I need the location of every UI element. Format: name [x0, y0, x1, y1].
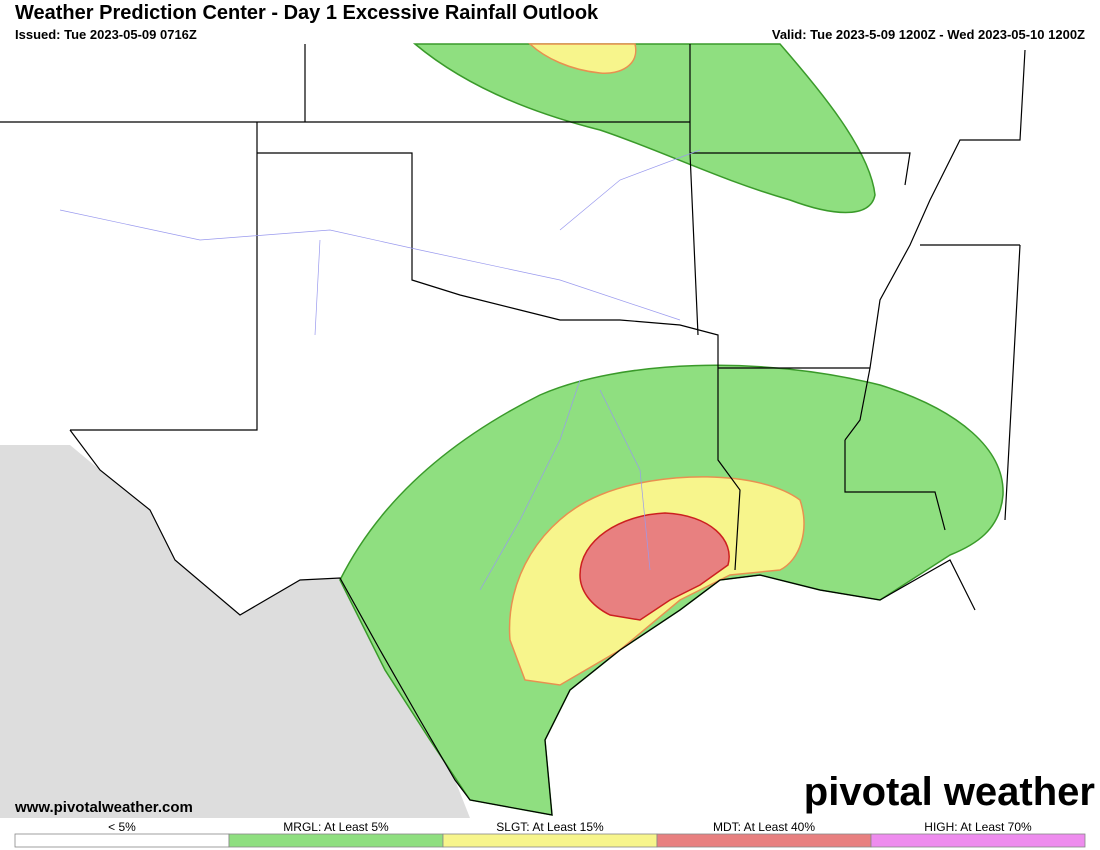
legend-swatch: [228, 833, 444, 848]
legend-label: MDT: At Least 40%: [713, 820, 815, 834]
rivers: [59, 149, 701, 591]
legend-label: MRGL: At Least 5%: [283, 820, 389, 834]
legend-swatch: [870, 833, 1086, 848]
title: Weather Prediction Center - Day 1 Excess…: [15, 2, 599, 24]
legend: < 5% MRGL: At Least 5% SLGT: At Least 15% M…: [14, 820, 1086, 848]
mexico: [0, 445, 470, 818]
legend-label: SLGT: At Least 15%: [496, 820, 604, 834]
legend-swatch: [442, 833, 658, 848]
website: www.pivotalweather.com: [14, 799, 193, 816]
mdt-area: [579, 512, 730, 621]
legend-swatch: [14, 833, 230, 848]
mrgl-area-north: [412, 43, 876, 214]
slgt-area-north: [528, 43, 637, 74]
legend-label: < 5%: [108, 820, 136, 834]
legend-label: HIGH: At Least 70%: [924, 820, 1032, 834]
state-borders: [0, 44, 1026, 816]
brand-logo: pivotal weather: [804, 770, 1095, 814]
valid-time: Valid: Tue 2023-5-09 1200Z - Wed 2023-05…: [772, 27, 1085, 42]
issued-time: Issued: Tue 2023-05-09 0716Z: [15, 27, 197, 42]
legend-swatch: [656, 833, 872, 848]
